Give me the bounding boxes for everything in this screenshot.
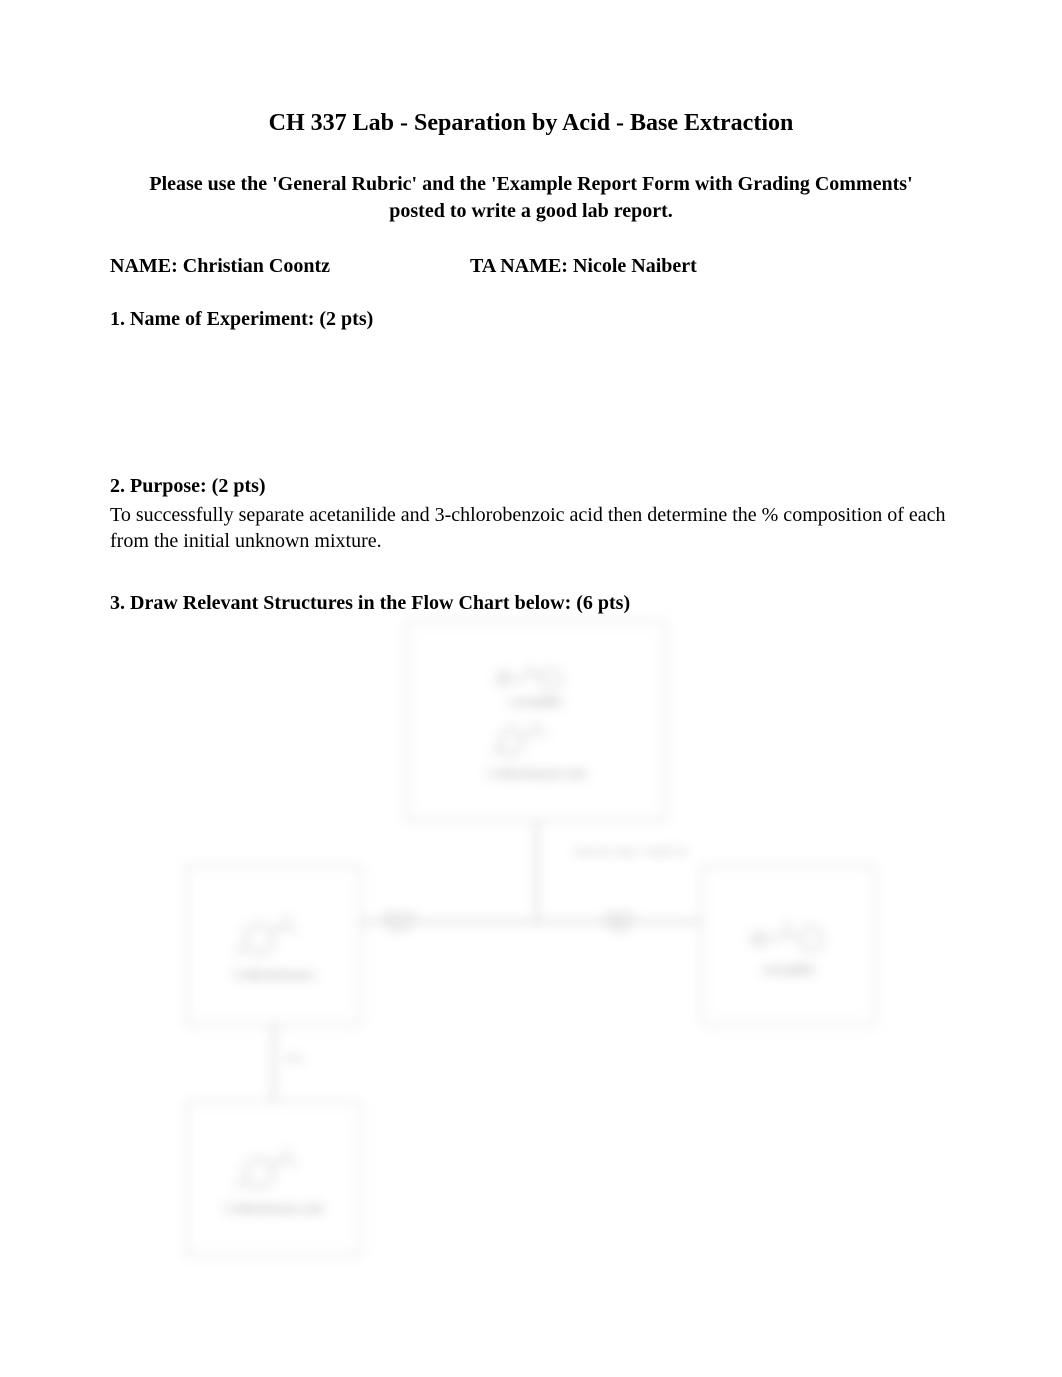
flow-node-bottom: 3-chlorobenzoic acid xyxy=(186,1101,361,1256)
ta-value: Nicole Naibert xyxy=(573,255,697,277)
name-value: Christian Coontz xyxy=(183,255,330,277)
flow-node-label: acetanilide xyxy=(511,696,562,708)
page-title: CH 337 Lab - Separation by Acid - Base E… xyxy=(110,110,952,137)
flow-edge-label: aqueous layer xyxy=(381,909,417,935)
q1-answer-space xyxy=(110,335,952,475)
ta-name-block: TA NAME: Nicole Naibert xyxy=(470,255,697,278)
name-row: NAME: Christian Coontz TA NAME: Nicole N… xyxy=(110,255,952,278)
flow-node-label: 3-chlorobenzoic acid xyxy=(225,1203,322,1215)
student-name-block: NAME: Christian Coontz xyxy=(110,255,470,278)
edge-label-text: layer xyxy=(388,922,410,934)
subtitle-line-2: posted to write a good lab report. xyxy=(389,200,673,222)
flow-edge-label: Dissolve ether / NaHCO3 xyxy=(551,846,711,859)
flow-edge xyxy=(273,1025,275,1101)
flow-node-label: acetanilide xyxy=(763,964,814,976)
name-label: NAME: xyxy=(110,255,183,277)
flow-node-left: 3-chlorobenzoate xyxy=(186,865,361,1025)
structure-icon xyxy=(224,909,324,969)
structure-icon xyxy=(739,914,839,964)
structure-icon xyxy=(491,718,581,768)
flow-node-top: acetanilide 3-chlorobenzoic acid xyxy=(406,621,666,821)
q3-heading: 3. Draw Relevant Structures in the Flow … xyxy=(110,592,952,615)
q1-heading: 1. Name of Experiment: (2 pts) xyxy=(110,308,952,331)
q2-body: To successfully separate acetanilide and… xyxy=(110,502,952,554)
edge-label-text: layer xyxy=(608,922,630,934)
q2-heading: 2. Purpose: (2 pts) xyxy=(110,475,952,498)
flowchart-diagram: acetanilide 3-chlorobenzoic acid Dissolv… xyxy=(171,621,891,1271)
flow-node-label: 3-chlorobenzoate xyxy=(233,969,313,981)
instruction-subtitle: Please use the 'General Rubric' and the … xyxy=(110,171,952,225)
edge-label-text: aqueous xyxy=(381,909,417,921)
flow-node-label: 3-chlorobenzoic acid xyxy=(488,768,585,780)
flow-edge-label: organic layer xyxy=(603,909,636,935)
ta-label: TA NAME: xyxy=(470,255,573,277)
structure-icon xyxy=(224,1143,324,1203)
edge-label-text: organic xyxy=(603,909,636,921)
structure-icon xyxy=(491,662,581,696)
flow-edge xyxy=(536,821,538,921)
subtitle-line-1: Please use the 'General Rubric' and the … xyxy=(149,173,912,195)
flow-node-right: acetanilide xyxy=(701,865,876,1025)
flow-edge-label: HCl xyxy=(286,1053,304,1066)
